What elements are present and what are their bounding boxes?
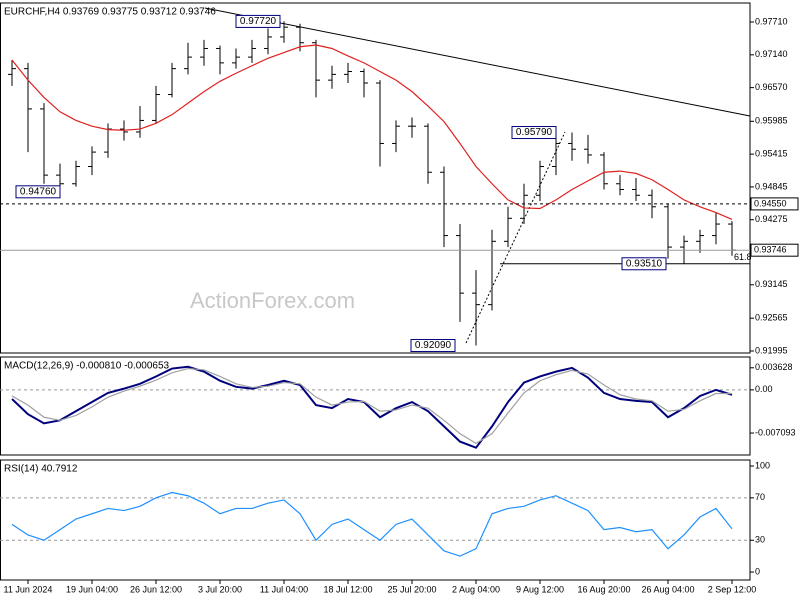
series-line	[11, 491, 733, 557]
annotation-box	[15, 185, 61, 199]
y-tick-label: 0.95415	[755, 148, 788, 158]
series-line	[11, 365, 733, 449]
y-tick-label: 0.94275	[755, 214, 788, 224]
trend-line	[204, 7, 751, 117]
x-tick-label: 18 Jul 12:00	[323, 584, 372, 594]
panel-frame	[0, 459, 751, 581]
y-tick-label: 30	[755, 535, 765, 545]
panel-title: RSI(14) 40.7912	[4, 464, 78, 475]
x-tick-label: 16 Aug 20:00	[577, 584, 630, 594]
annotation-label: 0.92090	[415, 340, 452, 351]
price-label: 0.94550	[754, 198, 787, 208]
x-tick-label: 11 Jul 04:00	[260, 584, 308, 594]
x-tick-label: 2 Sep 12:00	[708, 584, 757, 594]
x-tick-label: 26 Jun 12:00	[130, 584, 182, 594]
y-tick-label: 0.95985	[755, 116, 788, 126]
panel-frame	[0, 356, 751, 456]
y-tick-label: 0.96570	[755, 82, 788, 92]
y-tick-label: 0.00	[755, 384, 773, 394]
x-tick-label: 9 Aug 12:00	[516, 584, 564, 594]
x-tick-label: 3 Jul 20:00	[198, 584, 242, 594]
annotation-box	[511, 126, 557, 140]
panel-title: MACD(12,26,9) -0.000810 -0.000653	[4, 361, 170, 372]
price-label: 0.93746	[754, 245, 787, 255]
x-tick-label: 11 Jun 2024	[4, 584, 53, 594]
y-tick-label: 70	[755, 492, 765, 502]
panel-frame	[0, 2, 751, 354]
y-tick-label: 0.91995	[755, 345, 788, 355]
x-tick-label: 26 Aug 04:00	[641, 584, 694, 594]
annotation-label: 0.95790	[516, 127, 553, 138]
y-tick-label: 0.97140	[755, 49, 788, 59]
y-tick-label: 0.003628	[755, 362, 793, 372]
watermark: ActionForex.com	[190, 288, 355, 313]
x-tick-label: 19 Jun 04:00	[66, 584, 118, 594]
annotation-box	[235, 14, 281, 28]
y-tick-label: 0.94845	[755, 181, 788, 191]
y-tick-label: 0	[755, 566, 760, 576]
series-line	[11, 44, 733, 220]
y-tick-label: 100	[755, 460, 770, 470]
panel-title: EURCHF,H4 0.93769 0.93775 0.93712 0.9374…	[4, 7, 216, 18]
series-line	[11, 367, 732, 445]
y-tick-label: -0.007093	[755, 427, 796, 437]
price-box	[750, 197, 799, 211]
y-tick-label: 0.92565	[755, 313, 788, 323]
annotation-label: 0.94760	[20, 186, 57, 197]
fib-line	[465, 131, 566, 344]
price-box	[750, 243, 799, 257]
annotation-box	[621, 257, 667, 271]
annotation-label: 0.97720	[240, 16, 277, 27]
y-tick-label: 0.97710	[755, 16, 788, 26]
y-tick-label: 0.93145	[755, 279, 788, 289]
x-tick-label: 25 Jul 20:00	[387, 584, 436, 594]
fib-label: 61.8	[734, 252, 752, 262]
annotation-box	[410, 339, 456, 353]
x-tick-label: 2 Aug 04:00	[452, 584, 500, 594]
annotation-label: 0.93510	[626, 258, 663, 269]
